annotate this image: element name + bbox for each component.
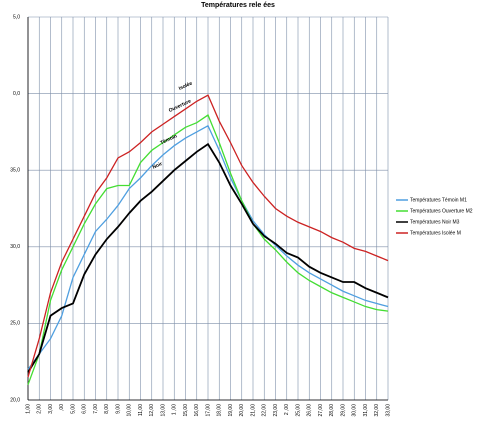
x-tick-label: 10,00	[127, 404, 133, 417]
y-tick-label: 30,0	[10, 244, 20, 250]
x-tick-label: 3,00	[48, 404, 54, 414]
x-tick-label: 23,00	[273, 404, 279, 417]
x-tick-label: 16,00	[194, 404, 200, 417]
x-tick-label: ,00	[59, 404, 65, 411]
series-line	[27, 142, 389, 373]
series-line	[27, 94, 389, 378]
series-line	[27, 124, 389, 370]
x-tick-label: 33,00	[385, 404, 391, 417]
x-tick-label: 31,00	[363, 404, 369, 417]
x-tick-label: 5,00	[70, 404, 76, 414]
x-tick-label: 21,00	[250, 404, 256, 417]
x-tick-label: 15,00	[183, 404, 189, 417]
legend-label: Températures Isolée M	[410, 230, 461, 236]
legend-label: Températures Noir M3	[410, 219, 460, 225]
x-tick-label: 12,00	[149, 404, 155, 417]
x-tick-label: 2 ,00	[284, 404, 290, 415]
y-tick-label: 35,0	[10, 168, 20, 174]
x-tick-label: 19,00	[228, 404, 234, 417]
x-tick-label: 2,00	[37, 404, 43, 414]
y-tick-label: 5,0	[13, 14, 20, 20]
annotation: Isolée	[178, 80, 194, 92]
legend-label: Températures Témoin M1	[410, 197, 467, 203]
x-tick-label: 8,00	[104, 404, 110, 414]
x-tick-label: 29,00	[340, 404, 346, 417]
x-tick-label: 6,00	[82, 404, 88, 414]
series-line	[27, 114, 389, 385]
annotation: Noir	[152, 161, 164, 171]
y-tick-label: 25,0	[10, 321, 20, 327]
x-tick-label: 26,00	[307, 404, 313, 417]
x-tick-label: 17,00	[205, 404, 211, 417]
y-tick-label: 20,0	[10, 397, 20, 403]
x-tick-label: 30,00	[352, 404, 358, 417]
x-tick-label: 18,00	[217, 404, 223, 417]
x-tick-label: 13,00	[160, 404, 166, 417]
x-tick-label: 28,00	[329, 404, 335, 417]
x-tick-label: 25,00	[295, 404, 301, 417]
legend-label: Températures Ouverture M2	[410, 208, 473, 214]
x-tick-label: 22,00	[262, 404, 268, 417]
y-tick-label: 0,0	[13, 91, 20, 97]
chart-title: Températures rele ées	[201, 2, 275, 9]
x-tick-label: 27,00	[318, 404, 324, 417]
x-tick-label: 1,00	[25, 404, 31, 414]
x-tick-label: 20,00	[239, 404, 245, 417]
x-tick-label: 11,00	[138, 404, 144, 416]
x-tick-label: 9,00	[115, 404, 121, 414]
x-tick-label: 32,00	[374, 404, 380, 417]
x-tick-label: 7,00	[93, 404, 99, 414]
x-tick-label: 1 ,00	[172, 404, 178, 415]
